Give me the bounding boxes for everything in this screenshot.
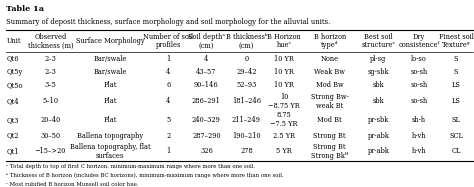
Text: S: S bbox=[454, 68, 458, 76]
Text: 278: 278 bbox=[240, 148, 253, 155]
Text: 2: 2 bbox=[166, 132, 170, 140]
Text: 29–42: 29–42 bbox=[236, 68, 257, 76]
Text: Flat: Flat bbox=[103, 97, 117, 105]
Text: Qt2: Qt2 bbox=[7, 132, 19, 140]
Text: sbk: sbk bbox=[373, 97, 384, 105]
Text: sg-sbk: sg-sbk bbox=[367, 68, 389, 76]
Text: 5: 5 bbox=[166, 116, 170, 124]
Text: 52–93: 52–93 bbox=[236, 82, 256, 89]
Text: 326: 326 bbox=[200, 148, 213, 155]
Text: 4: 4 bbox=[204, 55, 209, 62]
Text: 10 YR: 10 YR bbox=[274, 55, 294, 62]
Text: B Horizon
hueᶜ: B Horizon hueᶜ bbox=[267, 33, 301, 49]
Text: Bar/swale: Bar/swale bbox=[93, 68, 127, 76]
Text: 10 YR: 10 YR bbox=[274, 82, 294, 89]
Text: 0: 0 bbox=[245, 55, 248, 62]
Text: sh-h: sh-h bbox=[412, 116, 426, 124]
Text: Ballena topography, flat
surfaces: Ballena topography, flat surfaces bbox=[70, 143, 151, 160]
Text: Ballena topography: Ballena topography bbox=[77, 132, 143, 140]
Text: 43–57: 43–57 bbox=[196, 68, 217, 76]
Text: 2.5 YR: 2.5 YR bbox=[273, 132, 295, 140]
Text: 5–10: 5–10 bbox=[43, 97, 58, 105]
Text: 30–50: 30–50 bbox=[40, 132, 61, 140]
Text: Qt6: Qt6 bbox=[7, 55, 19, 62]
Text: Best soil
structureᵉ: Best soil structureᵉ bbox=[361, 33, 395, 49]
Text: 2–3: 2–3 bbox=[45, 55, 56, 62]
Text: Qt1: Qt1 bbox=[7, 148, 19, 155]
Text: LS: LS bbox=[452, 97, 460, 105]
Text: Qt5y: Qt5y bbox=[7, 68, 23, 76]
Text: 10
−8.75 YR: 10 −8.75 YR bbox=[268, 93, 300, 110]
Text: Number of soil
profiles: Number of soil profiles bbox=[143, 33, 193, 49]
Text: CL: CL bbox=[451, 148, 461, 155]
Text: Bar/swale: Bar/swale bbox=[93, 55, 127, 62]
Text: B horizon
typeᵈ: B horizon typeᵈ bbox=[314, 33, 346, 49]
Text: Mod Bt: Mod Bt bbox=[318, 116, 342, 124]
Text: Table 1a: Table 1a bbox=[6, 5, 44, 13]
Text: Weak Bw: Weak Bw bbox=[314, 68, 345, 76]
Text: 10 YR: 10 YR bbox=[274, 68, 294, 76]
Text: 1: 1 bbox=[166, 148, 170, 155]
Text: ᶜ Most rubified B horizon Munsell soil color hue.: ᶜ Most rubified B horizon Munsell soil c… bbox=[6, 182, 138, 187]
Text: 8.75
−7.5 YR: 8.75 −7.5 YR bbox=[270, 111, 298, 128]
Text: pr-sbk: pr-sbk bbox=[368, 116, 389, 124]
Text: Surface Morphology: Surface Morphology bbox=[76, 37, 145, 45]
Text: 90–146: 90–146 bbox=[194, 82, 219, 89]
Text: Finest soil
Textureᵍ: Finest soil Textureᵍ bbox=[438, 33, 474, 49]
Text: 240–329: 240–329 bbox=[192, 116, 221, 124]
Text: Dry
consistenceᶠ: Dry consistenceᶠ bbox=[398, 33, 439, 49]
Text: Strong Bt
Strong Bkᴴ: Strong Bt Strong Bkᴴ bbox=[311, 143, 348, 160]
Text: Soil depthᵃ
(cm): Soil depthᵃ (cm) bbox=[188, 33, 225, 49]
Text: None: None bbox=[320, 55, 339, 62]
Text: 211–249: 211–249 bbox=[232, 116, 261, 124]
Text: 2–3: 2–3 bbox=[45, 68, 56, 76]
Text: h-vh: h-vh bbox=[411, 132, 426, 140]
Text: sbk: sbk bbox=[373, 82, 384, 89]
Text: so-sh: so-sh bbox=[410, 68, 428, 76]
Text: 181–246: 181–246 bbox=[232, 97, 261, 105]
Text: 286–291: 286–291 bbox=[192, 97, 221, 105]
Text: 5 YR: 5 YR bbox=[276, 148, 292, 155]
Text: Summary of deposit thickness, surface morphology and soil morphology for the all: Summary of deposit thickness, surface mo… bbox=[6, 18, 330, 26]
Text: Unit: Unit bbox=[7, 37, 21, 45]
Text: Flat: Flat bbox=[103, 116, 117, 124]
Text: S: S bbox=[454, 55, 458, 62]
Text: 190–210: 190–210 bbox=[232, 132, 261, 140]
Text: pr-abk: pr-abk bbox=[367, 148, 389, 155]
Text: Flat: Flat bbox=[103, 82, 117, 89]
Text: Strong Bt: Strong Bt bbox=[313, 132, 346, 140]
Text: 6: 6 bbox=[166, 82, 170, 89]
Text: Mod Bw: Mod Bw bbox=[316, 82, 344, 89]
Text: LS: LS bbox=[452, 82, 460, 89]
Text: h-vh: h-vh bbox=[411, 148, 426, 155]
Text: ᵃ Total depth to top of first C horizon, minimum-maximum range where more than o: ᵃ Total depth to top of first C horizon,… bbox=[6, 164, 255, 169]
Text: 4: 4 bbox=[166, 68, 170, 76]
Text: SCL: SCL bbox=[449, 132, 463, 140]
Text: B thicknessᵇ
(cm): B thicknessᵇ (cm) bbox=[226, 33, 267, 49]
Text: 3–5: 3–5 bbox=[45, 82, 56, 89]
Text: pr-abk: pr-abk bbox=[367, 132, 389, 140]
Text: −15–>20: −15–>20 bbox=[35, 148, 66, 155]
Text: Qt3: Qt3 bbox=[7, 116, 19, 124]
Text: SL: SL bbox=[452, 116, 460, 124]
Text: ᵇ Thickness of B horizon (includes BC horizons), minimum-maximum range where mor: ᵇ Thickness of B horizon (includes BC ho… bbox=[6, 173, 283, 178]
Text: pl-sg: pl-sg bbox=[370, 55, 386, 62]
Text: 1: 1 bbox=[166, 55, 170, 62]
Text: lo-so: lo-so bbox=[411, 55, 427, 62]
Text: so-sh: so-sh bbox=[410, 82, 428, 89]
Text: Qt5o: Qt5o bbox=[7, 82, 23, 89]
Text: Qt4: Qt4 bbox=[7, 97, 19, 105]
Text: so-sh: so-sh bbox=[410, 97, 428, 105]
Text: 4: 4 bbox=[166, 97, 170, 105]
Text: Observed
thickness (m): Observed thickness (m) bbox=[27, 33, 73, 49]
Text: Strong Bw-
weak Bt: Strong Bw- weak Bt bbox=[311, 93, 348, 110]
Text: 20–40: 20–40 bbox=[40, 116, 61, 124]
Text: 287–290: 287–290 bbox=[192, 132, 221, 140]
